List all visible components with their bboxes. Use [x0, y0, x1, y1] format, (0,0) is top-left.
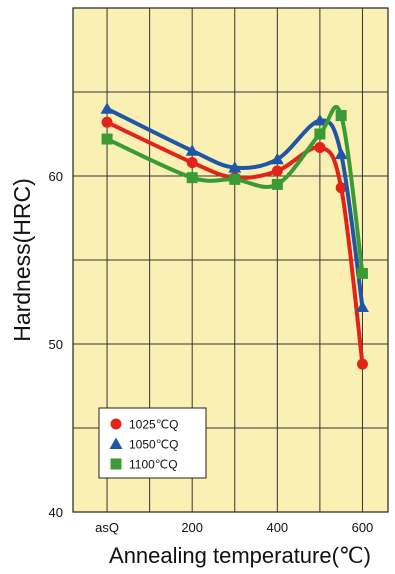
- y-tick-label: 40: [49, 505, 63, 520]
- data-point: [228, 161, 242, 173]
- data-point: [334, 147, 348, 160]
- series-2: [101, 105, 368, 279]
- data-point: [335, 182, 347, 194]
- data-point: [229, 173, 241, 185]
- legend-marker: [110, 458, 122, 470]
- data-point: [185, 144, 199, 156]
- data-point: [356, 267, 368, 279]
- legend-marker: [109, 437, 123, 449]
- x-tick-label: asQ: [95, 520, 119, 535]
- data-point: [101, 116, 113, 128]
- x-tick-label: 200: [181, 520, 203, 535]
- legend-marker: [110, 418, 122, 430]
- data-point: [335, 110, 347, 122]
- legend: 1025℃Q 1050℃Q 1100℃Q: [98, 407, 207, 479]
- data-point: [355, 300, 369, 313]
- data-point: [186, 157, 198, 169]
- data-point: [186, 172, 198, 184]
- axis-ticks: 40 50 60 asQ 200 400 600: [49, 169, 374, 535]
- x-axis-label: Annealing temperature(℃): [109, 543, 371, 568]
- y-axis-label: Hardness(HRC): [9, 178, 35, 342]
- x-tick-label: 600: [352, 520, 374, 535]
- legend-label: 1025℃Q: [129, 418, 179, 432]
- legend-items: 1025℃Q 1050℃Q 1100℃Q: [109, 418, 179, 472]
- data-point: [270, 152, 284, 165]
- legend-label: 1050℃Q: [129, 438, 179, 452]
- data-point: [271, 165, 283, 177]
- data-point: [100, 102, 114, 114]
- y-tick-label: 60: [49, 169, 63, 184]
- data-point: [271, 178, 283, 190]
- data-point: [314, 128, 326, 140]
- data-point: [313, 114, 327, 126]
- legend-label: 1100℃Q: [129, 458, 178, 472]
- y-tick-label: 50: [49, 337, 63, 352]
- series-layer: [100, 102, 369, 370]
- data-point: [101, 133, 113, 145]
- x-tick-label: 400: [266, 520, 288, 535]
- data-point: [314, 141, 326, 153]
- data-point: [356, 358, 368, 370]
- series-1: [100, 102, 369, 313]
